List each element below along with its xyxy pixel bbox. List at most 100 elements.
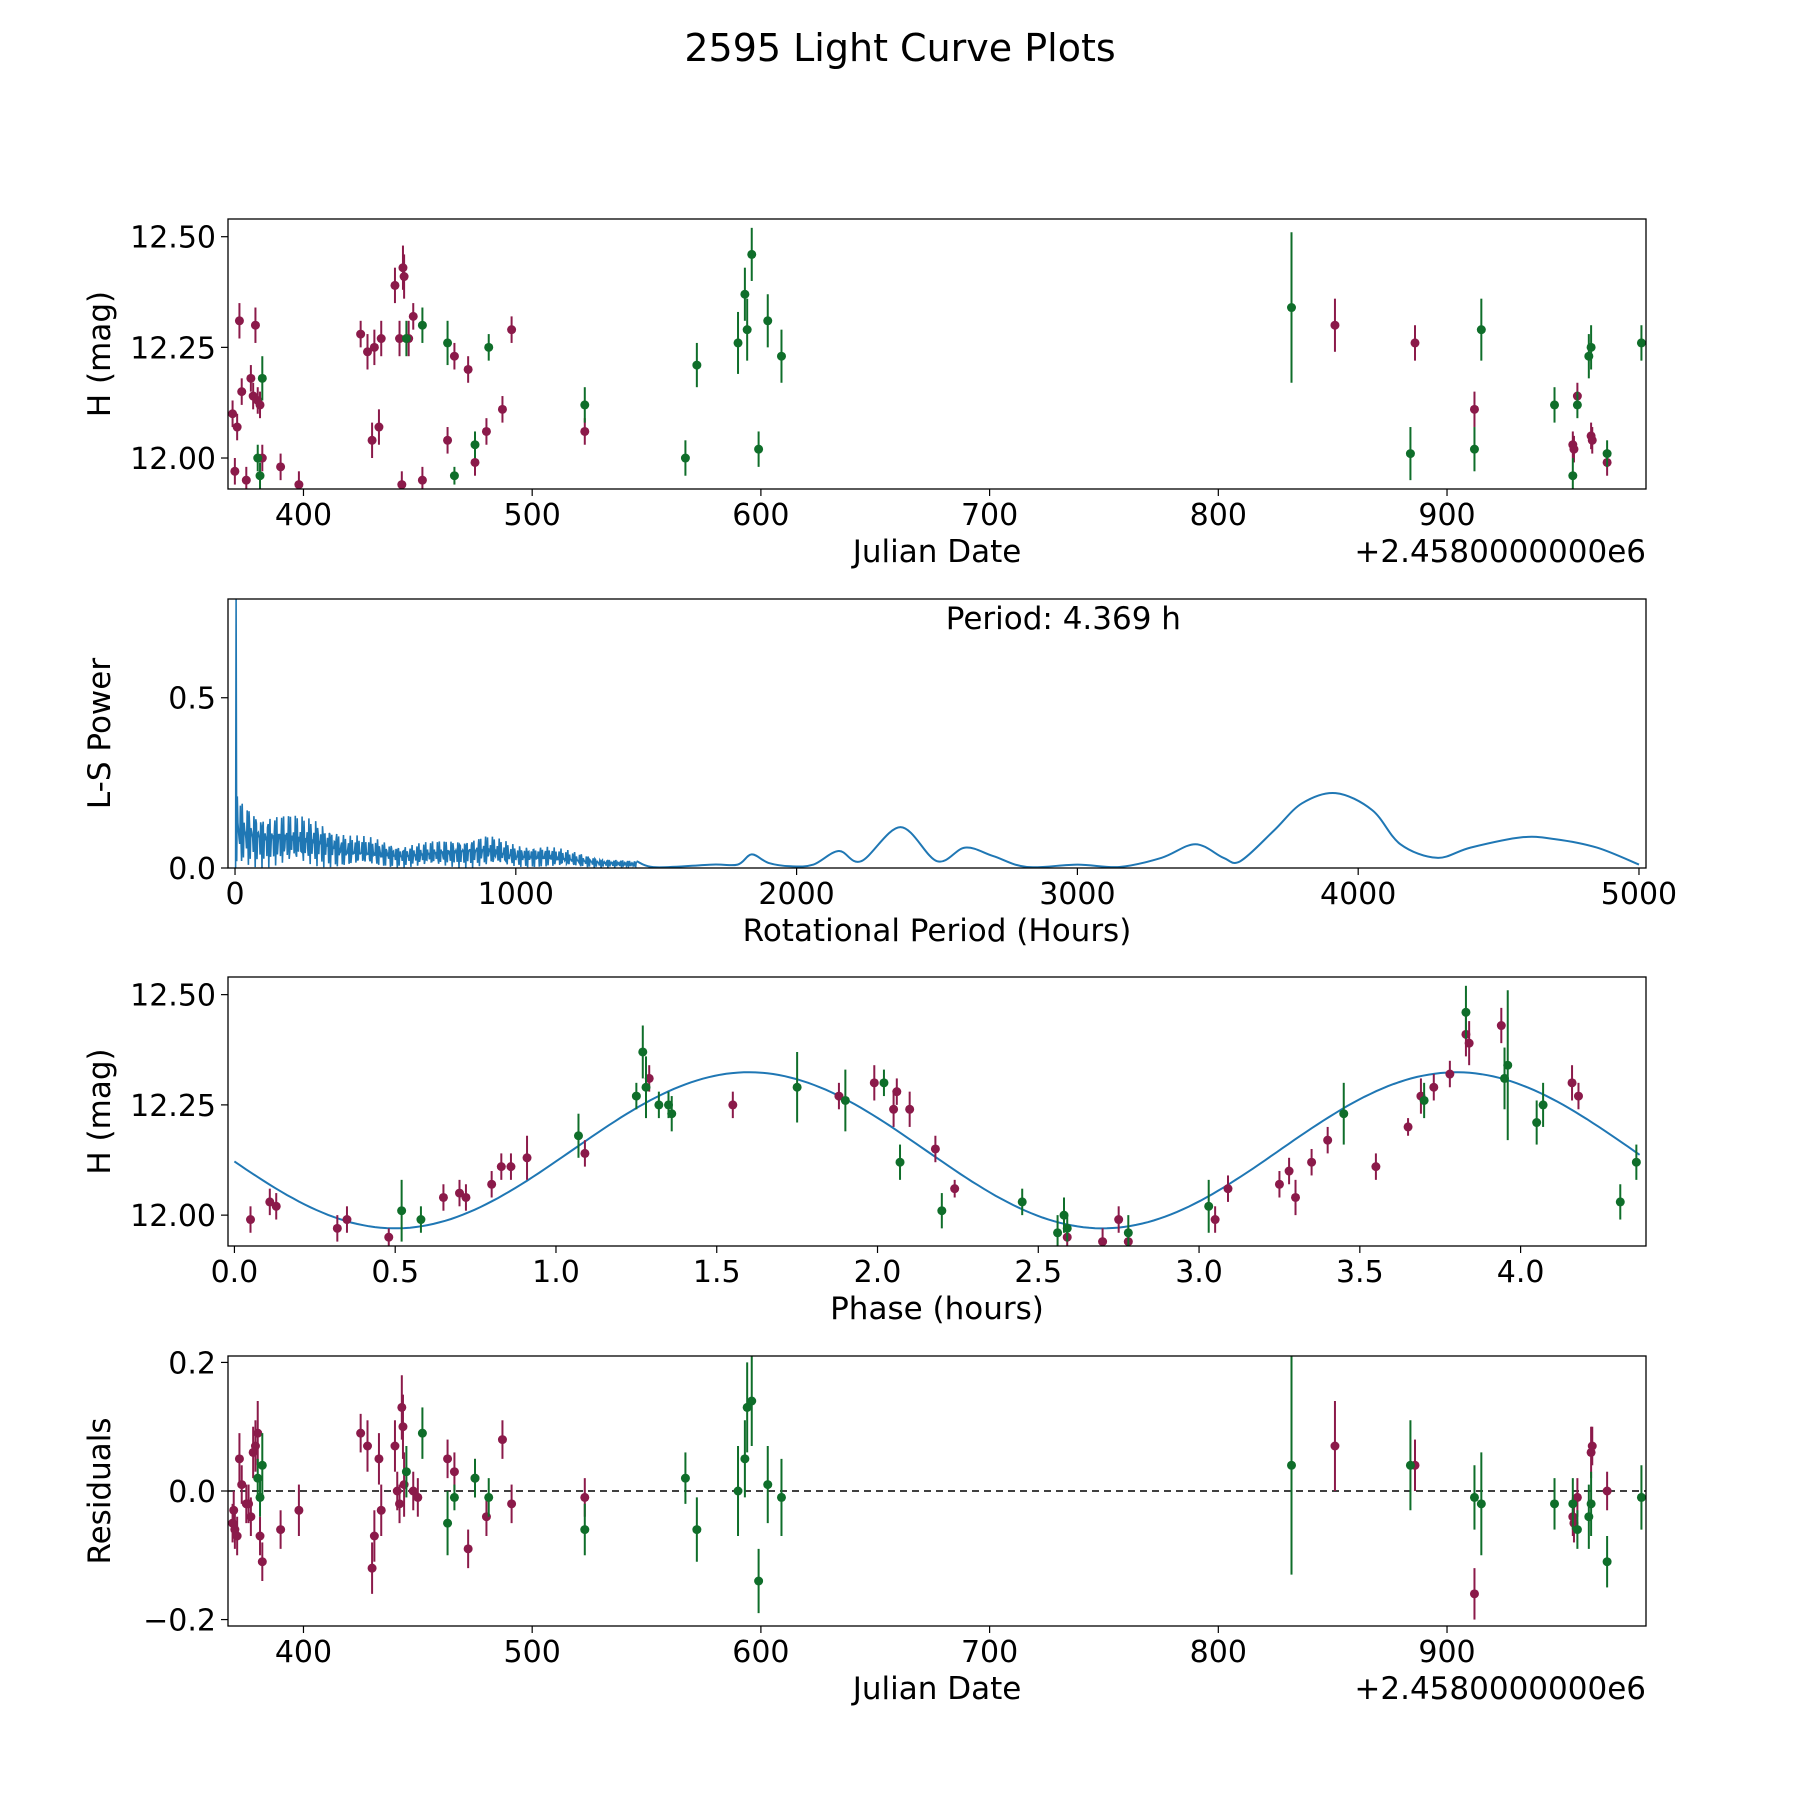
data-point: [667, 1109, 677, 1119]
data-point: [257, 373, 267, 383]
y-tick-label: 0.0: [168, 852, 216, 887]
data-point: [463, 1544, 473, 1554]
data-point: [1017, 1197, 1027, 1207]
data-point: [413, 1492, 423, 1502]
y-tick-label: 12.50: [130, 221, 216, 256]
data-point: [573, 1131, 583, 1141]
x-axis-label: Julian Date: [851, 1671, 1022, 1707]
data-point: [363, 1441, 373, 1451]
data-point: [580, 1148, 590, 1158]
data-point: [397, 480, 407, 489]
data-point: [271, 1201, 281, 1211]
panel-residuals: 400 500 600 700 800 900 −0.2 0.0 0.2 Julian Date R…: [82, 1346, 1647, 1707]
data-point: [1572, 1525, 1582, 1535]
data-point: [390, 1441, 400, 1451]
x-tick-label: 700: [961, 498, 1018, 533]
x-tick-label: 1.5: [693, 1255, 741, 1290]
data-point: [1587, 1441, 1597, 1451]
data-point: [680, 453, 690, 463]
data-point: [840, 1095, 850, 1105]
y-axis-label: H (mag): [82, 1048, 118, 1174]
data-point: [1062, 1223, 1072, 1233]
data-point: [1573, 1091, 1583, 1101]
data-point: [449, 1467, 459, 1477]
panel-lightcurve: 400 500 600 700 800 900 12.00 12.25 12.50 Julian …: [82, 218, 1647, 570]
period-annotation: Period: 4.369 h: [946, 601, 1181, 637]
y-tick-label: 12.00: [130, 1199, 216, 1234]
data-point: [522, 1153, 532, 1163]
y-axis-label: Residuals: [82, 1417, 118, 1564]
data-point: [1464, 1038, 1474, 1048]
x-tick-label: 1000: [478, 877, 554, 912]
data-point: [449, 1492, 459, 1502]
data-point: [507, 325, 517, 335]
data-point: [250, 320, 260, 330]
data-point: [1274, 1179, 1284, 1189]
data-point: [1476, 1499, 1486, 1509]
x-tick-label: 4.0: [1497, 1255, 1545, 1290]
data-point: [1636, 1492, 1646, 1502]
data-point: [834, 1091, 844, 1101]
data-point: [384, 1232, 394, 1242]
axes-frame: [227, 1355, 1647, 1627]
data-point: [369, 342, 379, 352]
data-point: [401, 1467, 411, 1477]
data-point: [398, 263, 408, 273]
data-point: [754, 444, 764, 454]
data-point: [692, 1525, 702, 1535]
data-point: [246, 373, 256, 383]
data-point: [356, 329, 366, 339]
power-curve-smooth: [636, 791, 1640, 868]
data-point: [487, 1179, 497, 1189]
data-point: [1538, 1100, 1548, 1110]
x-tick-label: 900: [1418, 1635, 1475, 1670]
data-point: [1371, 1162, 1381, 1172]
x-tick-label: 0.5: [371, 1255, 419, 1290]
data-point: [232, 1531, 242, 1541]
data-point: [905, 1104, 915, 1114]
data-point: [1210, 1215, 1220, 1225]
data-point: [1532, 1118, 1542, 1128]
x-offset-label: +2.4580000000e6: [1354, 1671, 1646, 1707]
x-tick-label: 600: [732, 498, 789, 533]
data-point: [1323, 1135, 1333, 1145]
data-point: [1410, 338, 1420, 348]
y-tick-label: 12.00: [130, 442, 216, 477]
data-point: [438, 1192, 448, 1202]
data-point: [1330, 320, 1340, 330]
x-tick-label: 900: [1418, 498, 1475, 533]
y-axis-label: H (mag): [82, 291, 118, 417]
data-point: [1602, 449, 1612, 459]
data-point: [455, 1188, 465, 1198]
data-point: [255, 1531, 265, 1541]
data-point: [747, 249, 757, 259]
data-point: [1569, 444, 1579, 454]
x-tick-label: 5000: [1601, 877, 1677, 912]
data-point: [470, 457, 480, 467]
data-point: [869, 1078, 879, 1088]
data-point: [792, 1082, 802, 1092]
data-point: [1429, 1082, 1439, 1092]
data-point: [1572, 1492, 1582, 1502]
data-point: [654, 1100, 664, 1110]
data-point: [776, 1492, 786, 1502]
data-point: [1330, 1441, 1340, 1451]
data-point: [638, 1047, 648, 1057]
data-point: [398, 1422, 408, 1432]
x-tick-label: 3000: [1039, 877, 1115, 912]
data-point: [1123, 1228, 1133, 1238]
data-point: [257, 1557, 267, 1567]
data-point: [763, 1480, 773, 1490]
data-point: [228, 409, 238, 419]
data-point: [229, 1505, 239, 1515]
data-point: [234, 316, 244, 326]
y-tick-label: 12.25: [130, 1089, 216, 1124]
data-point: [417, 320, 427, 330]
data-point: [1550, 1499, 1560, 1509]
x-tick-label: 3.5: [1336, 1255, 1384, 1290]
y-tick-label: 12.25: [130, 331, 216, 366]
data-point: [376, 334, 386, 344]
panel-periodogram: 0 1000 2000 3000 4000 5000 0.0 0.5 Rotational Pe…: [82, 598, 1677, 949]
data-point: [889, 1104, 899, 1114]
data-point: [742, 325, 752, 335]
